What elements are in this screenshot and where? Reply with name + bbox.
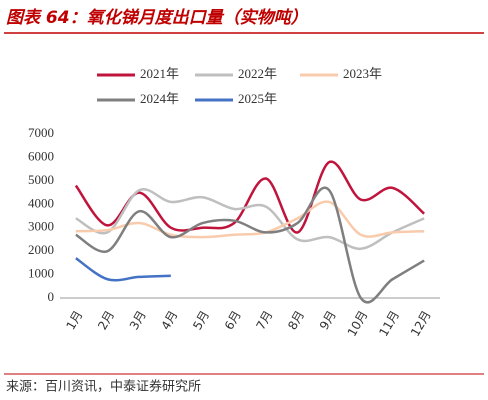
x-tick-label: 7月 (254, 308, 276, 332)
series-line (75, 200, 425, 239)
source: 来源：百川资讯，中泰证券研究所 (6, 379, 201, 395)
y-tick-label: 2000 (28, 242, 54, 257)
x-tick-label: 6月 (222, 308, 244, 332)
legend-label: 2025年 (238, 91, 277, 106)
y-tick-label: 7000 (28, 125, 54, 140)
y-tick-label: 4000 (28, 195, 54, 210)
x-tick-label: 4月 (159, 308, 181, 332)
series-line (75, 257, 171, 282)
x-tick-label: 10月 (345, 308, 371, 339)
x-tick-label: 9月 (317, 308, 339, 332)
legend-label: 2022年 (238, 66, 277, 81)
legend-label: 2024年 (140, 91, 179, 106)
x-tick-label: 12月 (408, 308, 434, 339)
x-tick-label: 1月 (64, 308, 86, 332)
chart-title: 图表 64：氧化锑月度出口量（实物吨） (6, 8, 308, 28)
y-tick-label: 1000 (28, 266, 54, 281)
y-tick-label: 3000 (28, 219, 54, 234)
y-tick-label: 5000 (28, 172, 54, 187)
series-line (75, 186, 425, 304)
x-tick-label: 8月 (285, 308, 307, 332)
legend-label: 2021年 (140, 66, 179, 81)
y-tick-label: 6000 (28, 148, 54, 163)
series-line (74, 160, 425, 234)
x-tick-label: 5月 (190, 308, 212, 332)
series-line (75, 187, 425, 251)
x-tick-label: 11月 (376, 308, 402, 339)
x-tick-label: 3月 (127, 308, 149, 332)
legend-label: 2023年 (343, 66, 382, 81)
x-tick-label: 2月 (95, 308, 117, 332)
y-tick-label: 0 (48, 289, 55, 304)
